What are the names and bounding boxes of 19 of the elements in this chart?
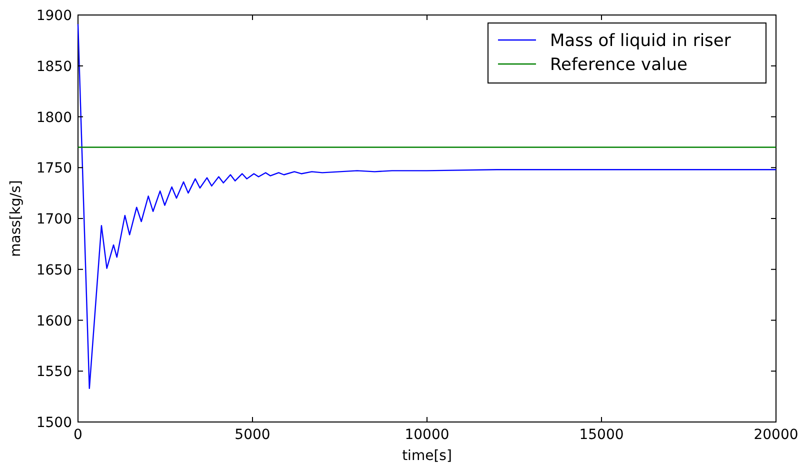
x-tick-label: 10000 <box>404 427 450 443</box>
y-tick-label: 1850 <box>36 58 72 75</box>
x-tick-label: 0 <box>74 427 82 443</box>
legend-label: Mass of liquid in riser <box>550 31 731 51</box>
x-tick-label: 5000 <box>234 427 270 443</box>
y-axis-title: mass[kg/s] <box>8 180 24 257</box>
y-tick-label: 1550 <box>36 364 72 380</box>
x-axis-title: time[s] <box>402 448 452 464</box>
y-tick-label: 1600 <box>36 313 72 330</box>
y-tick-label: 1750 <box>36 160 72 177</box>
y-tick-label: 1700 <box>36 212 72 228</box>
y-tick-label: 1800 <box>36 110 72 126</box>
x-tick-label: 15000 <box>579 427 624 443</box>
y-tick-label: 1500 <box>36 415 72 431</box>
y-tick-label: 1650 <box>36 262 72 278</box>
x-tick-label: 20000 <box>754 427 798 443</box>
legend-label: Reference value <box>550 55 688 75</box>
line-series <box>77 24 777 390</box>
y-tick-label: 1900 <box>36 8 72 24</box>
